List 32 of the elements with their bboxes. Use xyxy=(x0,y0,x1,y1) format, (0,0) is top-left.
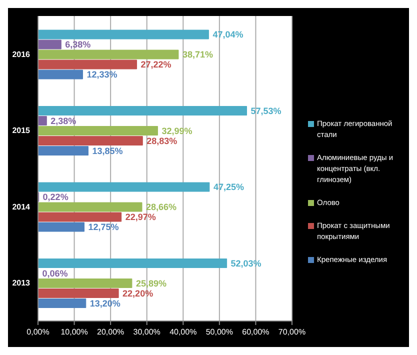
data-label: 22,20% xyxy=(122,288,154,298)
y-tick-label: 2013 xyxy=(12,278,31,288)
data-label: 0,22% xyxy=(42,192,68,202)
y-tick-label: 2014 xyxy=(12,202,31,212)
x-tick-label: 30,00% xyxy=(133,328,160,337)
data-label: 22,97% xyxy=(125,212,156,222)
x-tick-label: 40,00% xyxy=(170,328,197,337)
data-label: 12,33% xyxy=(86,70,118,80)
data-label: 13,20% xyxy=(90,298,120,308)
x-tick-label: 70,00% xyxy=(278,328,306,337)
data-label: 6,38% xyxy=(65,40,91,50)
x-tick-label: 60,00% xyxy=(242,328,270,337)
data-label: 28,83% xyxy=(146,136,178,146)
x-tick-label: 0,00% xyxy=(26,328,50,337)
x-tick-label: 50,00% xyxy=(206,328,233,337)
data-label: 12,75% xyxy=(88,222,119,232)
data-label: 47,25% xyxy=(213,182,244,192)
y-tick-label: 2015 xyxy=(12,126,31,136)
data-label: 25,89% xyxy=(136,278,166,288)
data-label: 32,99% xyxy=(162,126,192,136)
data-label: 27,22% xyxy=(140,60,172,70)
data-label: 47,04% xyxy=(212,30,244,40)
x-tick-label: 10,00% xyxy=(60,328,88,337)
data-label: 2,38% xyxy=(50,116,76,126)
data-label: 38,71% xyxy=(182,50,213,60)
y-tick-label: 2016 xyxy=(12,50,31,59)
data-label: 28,66% xyxy=(146,202,177,212)
data-label: 13,85% xyxy=(92,146,123,156)
x-tick-label: 20,00% xyxy=(97,328,124,337)
data-label: 52,03% xyxy=(230,258,262,268)
data-label: 57,53% xyxy=(250,106,282,116)
data-label: 0,06% xyxy=(42,268,68,278)
